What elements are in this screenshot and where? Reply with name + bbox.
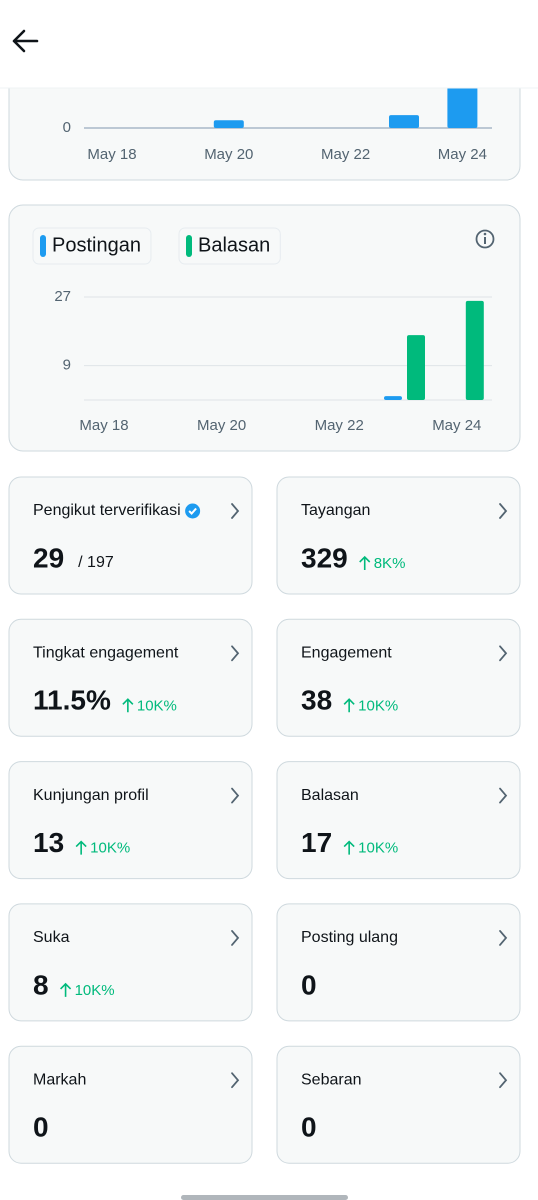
chevron	[231, 503, 240, 519]
x-tick-label: May 18	[79, 417, 128, 434]
card-title: Suka	[33, 929, 70, 946]
card-change: 10K%	[358, 840, 398, 857]
chevron	[499, 503, 508, 519]
card-bg	[8, 903, 253, 1022]
chevron	[231, 1072, 240, 1089]
stat-card[interactable]: Kunjungan profil 13 10K%	[8, 761, 253, 880]
card-value: 0	[301, 969, 317, 1000]
x-tick-label: May 24	[438, 146, 487, 163]
chevron	[499, 645, 508, 662]
card-title: Pengikut terverifikasi	[33, 502, 181, 519]
stat-card[interactable]: Suka 8 10K%	[8, 903, 253, 1022]
legend-swatch	[40, 235, 46, 257]
card-bg	[8, 761, 253, 880]
chevron	[499, 930, 508, 946]
stat-card[interactable]: Tingkat engagement 11.5% 10K%	[8, 618, 253, 737]
stat-card[interactable]: Sebaran 0	[276, 1045, 521, 1164]
chevron	[499, 787, 508, 804]
verified-check	[188, 507, 197, 515]
up-arrow	[75, 840, 87, 855]
y-tick-label: 9	[63, 357, 71, 374]
home-indicator	[181, 1195, 348, 1200]
card-value: 0	[301, 1112, 317, 1143]
bar	[407, 335, 425, 400]
card-value: 0	[33, 1112, 49, 1143]
y-tick-label: 27	[54, 288, 71, 305]
y-tick-label: 0	[63, 119, 71, 136]
chevron	[231, 930, 240, 946]
card-title: Sebaran	[301, 1071, 362, 1088]
card-value: 11.5%	[33, 685, 111, 716]
stat-card[interactable]: Balasan 17 10K%	[276, 761, 521, 880]
card-value: 17	[301, 827, 332, 858]
legend-label: Postingan	[52, 234, 141, 256]
up-arrow	[343, 840, 355, 855]
bar	[465, 300, 484, 400]
card-value: 329	[301, 542, 348, 573]
card-title: Kunjungan profil	[33, 787, 149, 804]
up-arrow	[359, 555, 371, 570]
card-change: 10K%	[75, 982, 115, 999]
stat-card[interactable]: Posting ulang 0	[276, 903, 521, 1022]
card-bg	[8, 618, 253, 737]
card-title: Tingkat engagement	[33, 645, 179, 662]
card-title: Balasan	[301, 787, 359, 804]
legend-label: Balasan	[198, 234, 270, 256]
info-icon[interactable]	[475, 229, 495, 249]
card-value: 29	[33, 542, 64, 573]
x-tick-label: May 20	[197, 417, 246, 434]
card-bg	[276, 476, 521, 595]
chevron	[499, 1072, 508, 1089]
content: 0 May 18 May 20 May 22 May 24 9 27 May 18 May 20…	[8, 19, 521, 1164]
x-tick-label: May 24	[432, 417, 481, 434]
card-total: / 197	[78, 554, 114, 571]
card-change: 10K%	[90, 840, 130, 857]
up-arrow	[122, 698, 134, 713]
legend-swatch	[186, 235, 192, 257]
stat-card[interactable]: Pengikut terverifikasi 29 / 197	[8, 476, 253, 595]
card-title: Posting ulang	[301, 929, 398, 946]
x-tick-label: May 18	[87, 146, 136, 163]
bar	[213, 120, 244, 128]
card-bg	[276, 618, 521, 737]
card-value: 38	[301, 685, 332, 716]
card-bg	[276, 903, 521, 1022]
card-bg	[276, 761, 521, 880]
card-value: 13	[33, 827, 64, 858]
bar	[384, 396, 402, 400]
chevron	[231, 787, 240, 804]
up-arrow	[343, 698, 355, 713]
chevron	[231, 645, 240, 662]
card-bg	[8, 1045, 253, 1164]
x-tick-label: May 22	[321, 146, 370, 163]
card-value: 8	[33, 969, 49, 1000]
card-title: Engagement	[301, 645, 392, 662]
card-title: Markah	[33, 1071, 86, 1088]
stat-card[interactable]: Markah 0	[8, 1045, 253, 1164]
card-bg	[276, 1045, 521, 1164]
card-change: 8K%	[374, 555, 406, 572]
up-arrow	[60, 982, 72, 997]
bar	[389, 115, 419, 128]
card-title: Tayangan	[301, 502, 370, 519]
header	[0, 0, 538, 88]
legend-chip	[178, 227, 281, 265]
stat-card[interactable]: Engagement 38 10K%	[276, 618, 521, 737]
card-change: 10K%	[358, 697, 398, 714]
chart-card	[8, 204, 521, 452]
stat-card[interactable]: Tayangan 329 8K%	[276, 476, 521, 595]
card-change: 10K%	[137, 697, 177, 714]
x-tick-label: May 20	[204, 146, 253, 163]
back-button[interactable]	[12, 29, 39, 53]
legend-chip	[32, 227, 152, 265]
card-bg	[8, 476, 253, 595]
x-tick-label: May 22	[315, 417, 364, 434]
